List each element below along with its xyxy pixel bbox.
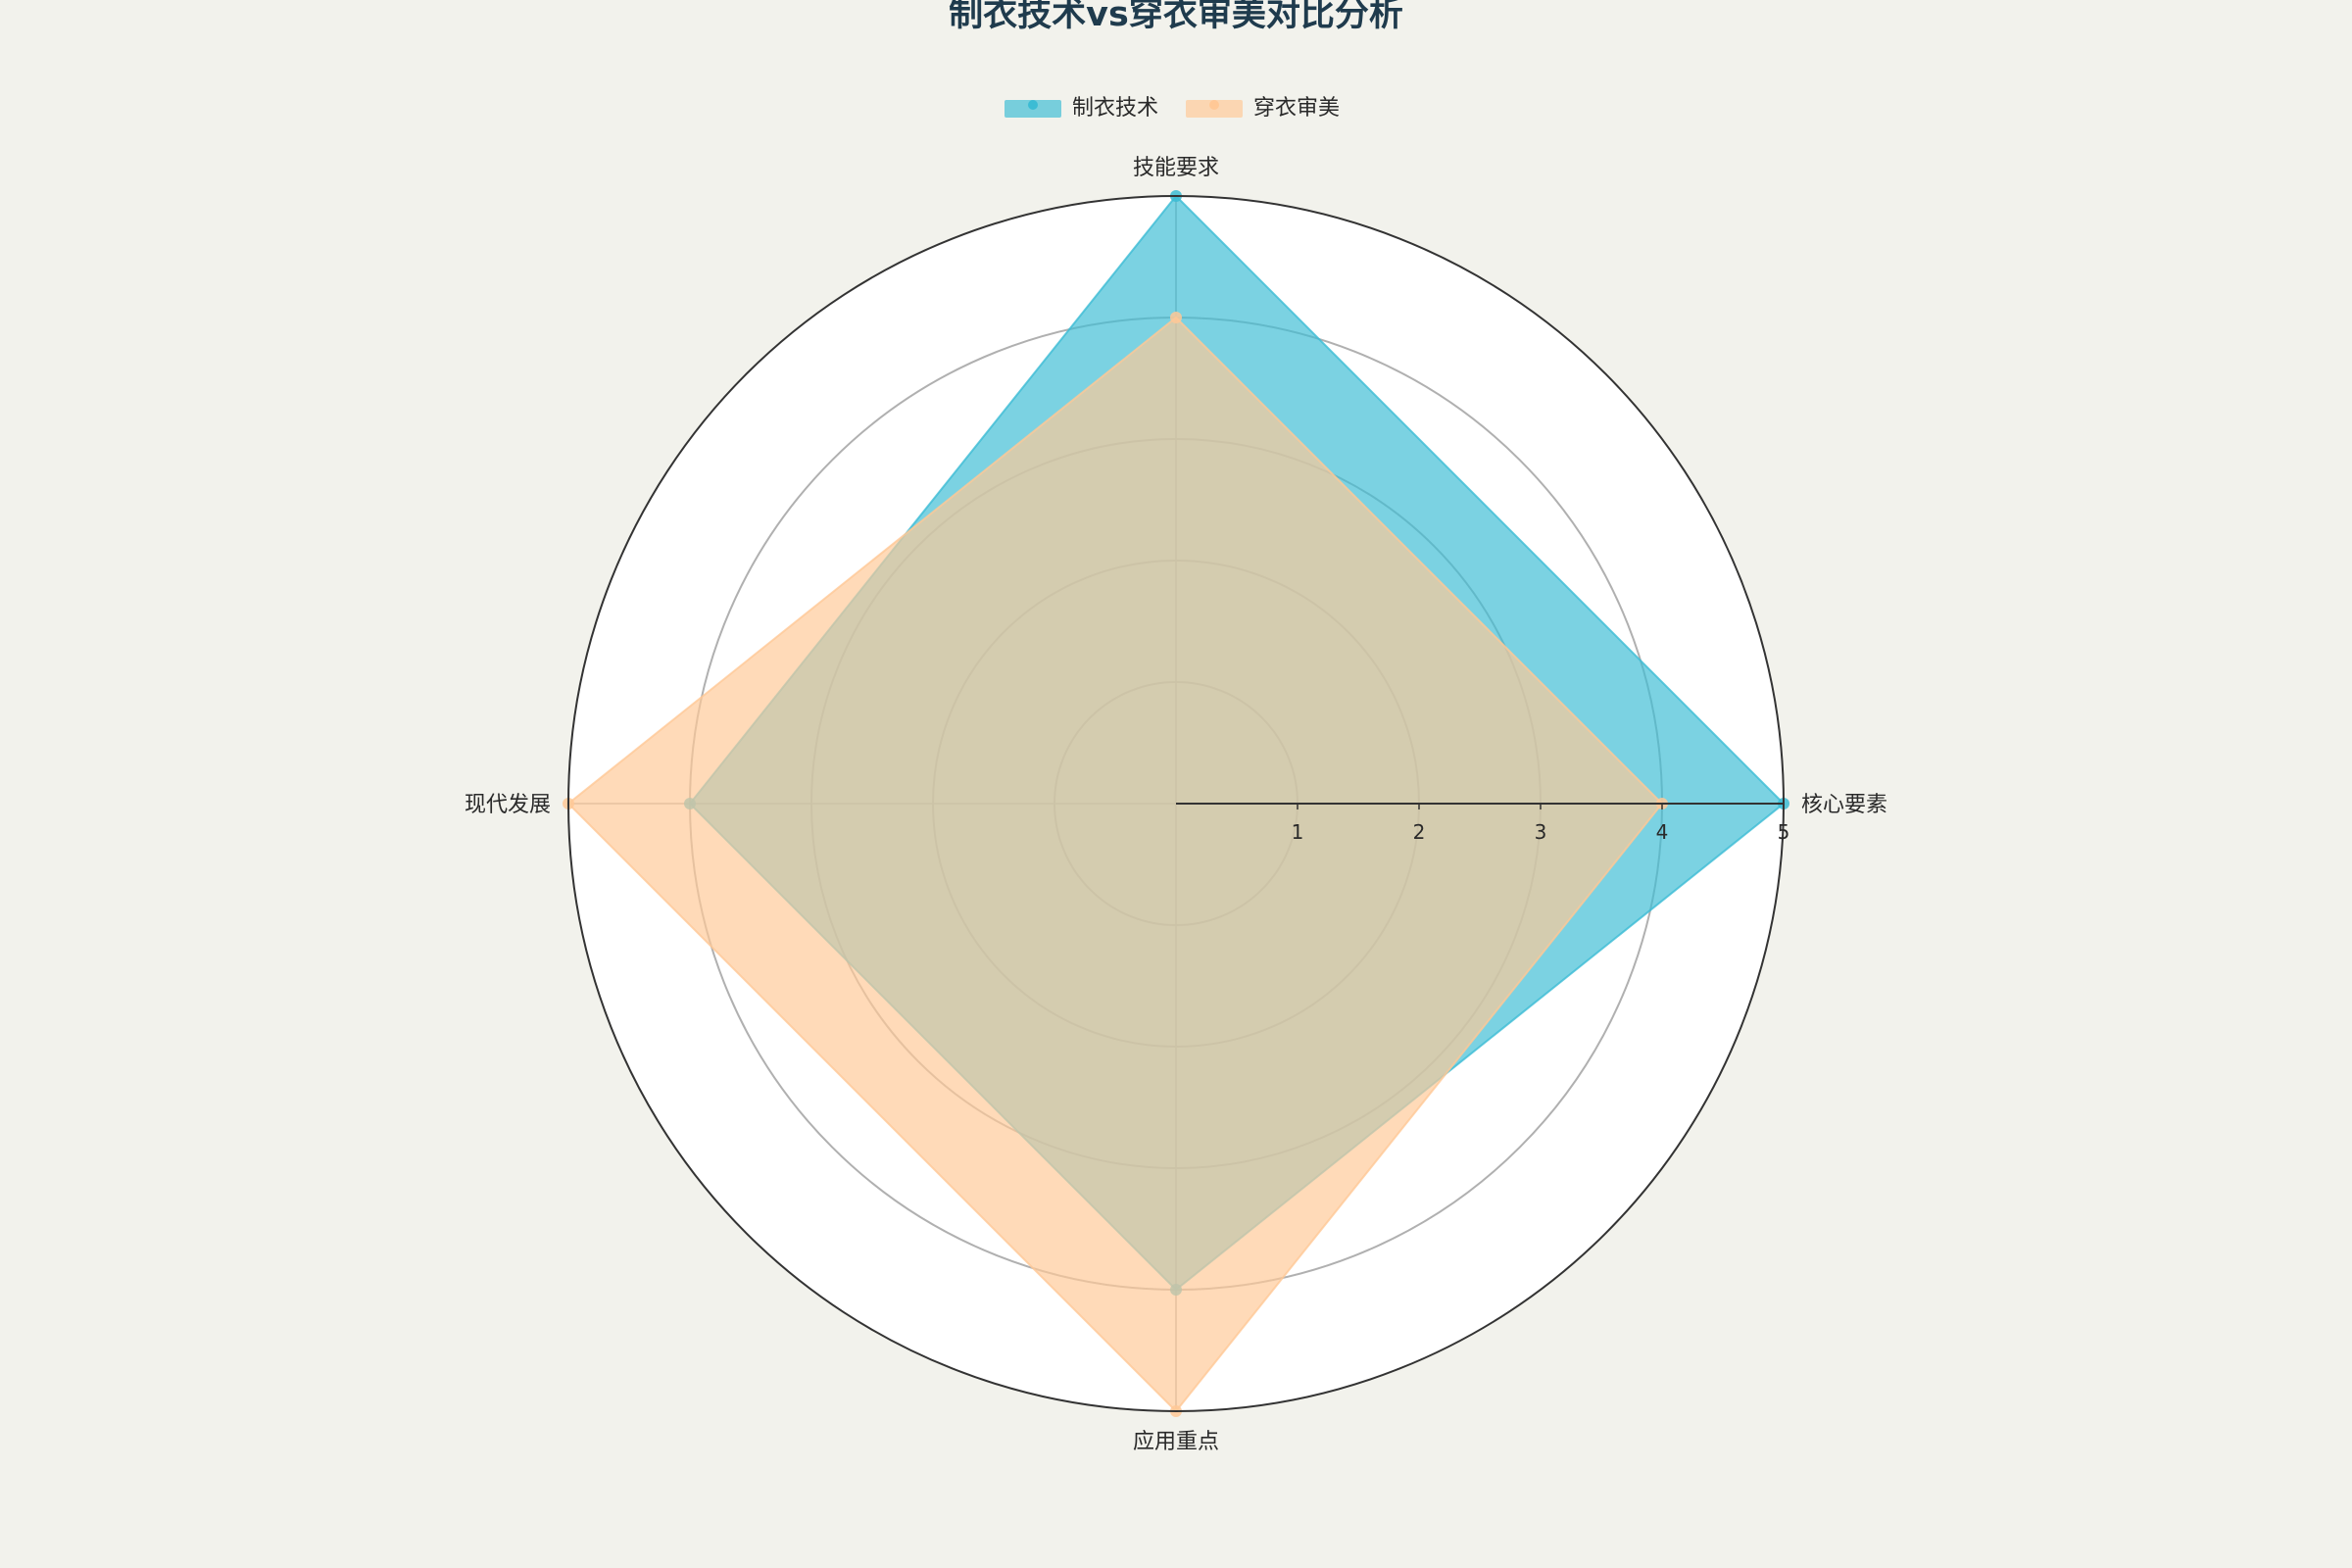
data-point[interactable] <box>1170 312 1182 323</box>
tick-label: 2 <box>1413 820 1426 844</box>
tick-label: 3 <box>1535 820 1547 844</box>
legend-item[interactable]: 制衣技术 <box>1004 96 1158 121</box>
tick-label: 4 <box>1656 820 1669 844</box>
legend-item[interactable]: 穿衣审美 <box>1186 96 1340 121</box>
legend-marker <box>1209 100 1219 110</box>
radial-tick-labels: 1 2 3 4 5 <box>1292 804 1790 844</box>
series-layer <box>563 190 1789 1417</box>
tick-label: 1 <box>1292 820 1304 844</box>
legend-marker <box>1028 100 1038 110</box>
tick-label: 5 <box>1778 820 1790 844</box>
axis-label: 核心要素 <box>1801 793 1887 817</box>
chart-title: 制衣技术vs穿衣审美对比分析 <box>949 0 1403 34</box>
legend-label: 制衣技术 <box>1072 96 1158 121</box>
axis-label: 现代发展 <box>465 793 551 817</box>
legend-label: 穿衣审美 <box>1253 96 1340 121</box>
axis-label: 技能要求 <box>1133 156 1219 180</box>
legend: 制衣技术 穿衣审美 <box>1004 96 1340 121</box>
axis-label: 应用重点 <box>1133 1430 1219 1454</box>
